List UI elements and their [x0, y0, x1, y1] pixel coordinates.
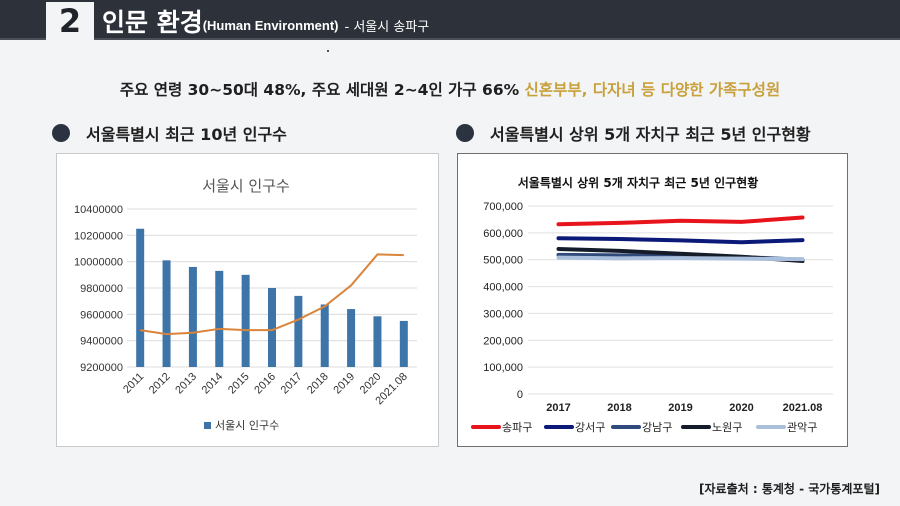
x-tick-label: 2018 — [607, 402, 631, 414]
right-section-title: 서울특별시 상위 5개 자치구 최근 5년 인구현황 — [490, 125, 811, 144]
legend-swatch — [204, 422, 211, 429]
legend-label: 강남구 — [642, 421, 672, 434]
x-tick-label: 2011 — [121, 371, 146, 396]
x-tick-label: 2019 — [331, 371, 357, 397]
population-chart-panel: 서울시 인구수 10400000 10200000 10000000 9800000 96… — [56, 153, 439, 447]
y-tick-label: 300,000 — [483, 308, 523, 320]
bullet-icon — [52, 124, 70, 142]
y-tick-label: 700,000 — [483, 201, 523, 213]
y-tick-label: 10400000 — [74, 204, 123, 216]
x-tick-label: 2012 — [147, 371, 173, 397]
population-bar — [399, 320, 408, 367]
population-bar — [320, 304, 329, 367]
population-bar — [268, 288, 276, 367]
headline: 주요 연령 30~50대 48%, 주요 세대원 2~4인 가구 66% 신혼부… — [0, 78, 900, 100]
dot-mark — [327, 50, 329, 52]
title-location: - 서울시 송파구 — [344, 19, 430, 35]
title-text: 인문 환경 — [102, 8, 203, 37]
section-number: 2 — [46, 2, 94, 40]
x-tick-label: 2013 — [173, 371, 199, 397]
x-tick-label: 2019 — [668, 402, 692, 414]
x-tick-label: 2020 — [729, 402, 753, 414]
population-bar — [294, 295, 303, 367]
source-note: [자료출처 : 통계청 - 국가통계포털] — [699, 482, 880, 496]
right-section-heading: 서울특별시 상위 5개 자치구 최근 5년 인구현황 — [456, 121, 811, 145]
legend-label: 서울시 인구수 — [215, 419, 279, 432]
y-tick-label: 500,000 — [483, 255, 523, 267]
trend-line — [140, 253, 404, 336]
series-line — [556, 255, 805, 262]
title-subtitle: (Human Environment) — [202, 17, 339, 33]
district-chart-panel: 서울특별시 상위 5개 자치구 최근 5년 인구현황 700,000 600,000… — [457, 153, 848, 447]
chart-title: 서울특별시 상위 5개 자치구 최근 5년 인구현황 — [518, 175, 759, 190]
x-tick-label: 2014 — [200, 371, 226, 397]
x-tick-label: 2015 — [226, 371, 252, 397]
y-tick-label: 100,000 — [483, 362, 523, 374]
y-tick-label: 0 — [517, 389, 523, 401]
x-tick-label: 2017 — [279, 371, 305, 397]
x-tick-label: 2018 — [305, 371, 331, 397]
x-tick-label: 2016 — [252, 371, 278, 397]
y-tick-label: 600,000 — [483, 228, 523, 240]
population-bar — [241, 274, 250, 367]
legend-label: 송파구 — [502, 421, 532, 434]
y-tick-label: 9400000 — [80, 336, 123, 348]
y-tick-label: 9200000 — [80, 362, 123, 374]
headline-main: 주요 연령 30~50대 48%, 주요 세대원 2~4인 가구 66% — [119, 81, 520, 99]
x-tick-label: 2017 — [546, 402, 570, 414]
population-bar — [188, 266, 197, 367]
y-tick-label: 400,000 — [483, 282, 523, 294]
legend-label: 노원구 — [712, 421, 742, 434]
population-bar-chart: 서울시 인구수 10400000 10200000 10000000 9800000 96… — [74, 177, 417, 432]
y-tick-label: 9800000 — [80, 283, 123, 295]
district-line-chart: 서울특별시 상위 5개 자치구 최근 5년 인구현황 700,000 600,000… — [471, 175, 833, 434]
page-title: 인문 환경 (Human Environment) - 서울시 송파구 — [102, 2, 429, 40]
x-tick-label: 2021.08 — [783, 402, 823, 414]
population-bar — [162, 260, 171, 367]
legend-label: 관악구 — [787, 421, 817, 434]
population-bar — [373, 316, 382, 367]
y-tick-label: 10000000 — [74, 257, 123, 269]
headline-highlight: 신혼부부, 다자녀 등 다양한 가족구성원 — [524, 81, 781, 99]
header-divider — [0, 38, 900, 40]
population-bar — [347, 309, 356, 367]
series-line — [556, 236, 805, 245]
left-section-heading: 서울특별시 최근 10년 인구수 — [52, 121, 287, 145]
legend-label: 강서구 — [575, 421, 605, 434]
left-section-title: 서울특별시 최근 10년 인구수 — [86, 125, 287, 144]
bullet-icon — [456, 124, 474, 142]
chart-title: 서울시 인구수 — [202, 177, 290, 195]
series-line — [556, 215, 805, 227]
population-bar — [136, 228, 145, 367]
y-tick-label: 9600000 — [80, 309, 123, 321]
header-bar — [0, 0, 900, 40]
y-tick-label: 10200000 — [74, 230, 123, 242]
y-tick-label: 200,000 — [483, 335, 523, 347]
population-bar — [215, 270, 224, 367]
